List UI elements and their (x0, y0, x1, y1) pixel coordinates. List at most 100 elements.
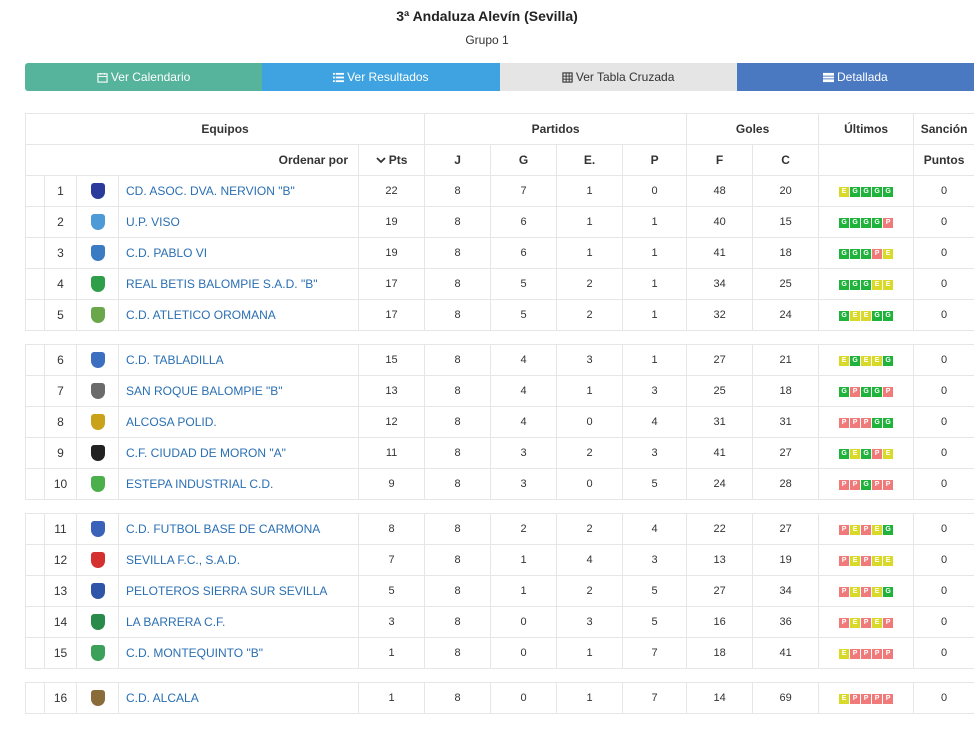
result-badge: P (883, 479, 894, 490)
lost: 5 (622, 468, 688, 500)
standings-body: 1 CD. ASOC. DVA. NERVION "B" 22 8 7 1 0 48 20 E G G… (25, 175, 974, 714)
team-name-link[interactable]: PELOTEROS SIERRA SUR SEVILLA (118, 575, 359, 607)
team-name-link[interactable]: C.D. FUTBOL BASE DE CARMONA (118, 513, 359, 545)
column-header-p[interactable]: P (622, 144, 688, 176)
result-badge: G (850, 217, 861, 228)
table-row: 5 C.D. ATLETICO OROMANA 17 8 5 2 1 32 24 G E E G G 0 (25, 299, 974, 331)
result-badge: E (850, 617, 861, 628)
lost: 0 (622, 175, 688, 207)
row-spacer (25, 237, 45, 269)
team-name-link[interactable]: C.D. MONTEQUINTO "B" (118, 637, 359, 669)
table-row: 13 PELOTEROS SIERRA SUR SEVILLA 5 8 1 2 5 27 34 P… (25, 575, 974, 607)
team-name-link[interactable]: LA BARRERA C.F. (118, 606, 359, 638)
tab-ver-calendario[interactable]: Ver Calendario (25, 63, 263, 91)
team-logo-cell (76, 406, 119, 438)
team-name-link[interactable]: REAL BETIS BALOMPIE S.A.D. "B" (118, 268, 359, 300)
sanction-points: 0 (913, 513, 974, 545)
team-name-link[interactable]: U.P. VISO (118, 206, 359, 238)
result-badge: E (839, 355, 850, 366)
result-badge: E (883, 448, 894, 459)
played: 8 (424, 268, 492, 300)
table-row: 15 C.D. MONTEQUINTO "B" 1 8 0 1 7 18 41 E P P P P 0 (25, 637, 974, 669)
team-name-link[interactable]: C.D. PABLO VI (118, 237, 359, 269)
row-spacer (25, 575, 45, 607)
goals-against: 27 (752, 513, 820, 545)
tab-ver-resultados[interactable]: Ver Resultados (262, 63, 500, 91)
team-logo-cell (76, 513, 119, 545)
lost: 4 (622, 513, 688, 545)
lost: 1 (622, 237, 688, 269)
team-name-link[interactable]: C.F. CIUDAD DE MORON "A" (118, 437, 359, 469)
won: 6 (490, 206, 558, 238)
result-badge: E (839, 693, 850, 704)
result-badge: G (883, 586, 894, 597)
row-spacer (25, 175, 45, 207)
result-badge: E (850, 310, 861, 321)
result-badge: E (872, 617, 883, 628)
drawn: 1 (556, 206, 624, 238)
column-header-g[interactable]: G (490, 144, 558, 176)
drawn: 2 (556, 513, 624, 545)
team-logo-cell (76, 299, 119, 331)
team-name-link[interactable]: ESTEPA INDUSTRIAL C.D. (118, 468, 359, 500)
points: 17 (357, 299, 426, 331)
won: 4 (490, 344, 558, 376)
result-badge: G (883, 355, 894, 366)
column-header-c[interactable]: C (752, 144, 820, 176)
won: 2 (490, 513, 558, 545)
result-badge: P (872, 479, 883, 490)
row-spacer (25, 544, 45, 576)
goals-for: 27 (686, 575, 754, 607)
chevron-down-icon (376, 157, 386, 164)
sanction-points: 0 (913, 268, 974, 300)
team-name-link[interactable]: C.D. ALCALA (118, 682, 359, 714)
team-name-link[interactable]: SEVILLA F.C., S.A.D. (118, 544, 359, 576)
result-badge: G (839, 217, 850, 228)
result-badge: P (839, 417, 850, 428)
points: 11 (357, 437, 426, 469)
team-name-link[interactable]: C.D. TABLADILLA (118, 344, 359, 376)
lost: 4 (622, 406, 688, 438)
team-crest-icon (90, 307, 105, 323)
points: 19 (357, 237, 426, 269)
goals-against: 34 (752, 575, 820, 607)
team-crest-icon (90, 614, 105, 630)
result-badge: P (872, 648, 883, 659)
lost: 7 (622, 637, 688, 669)
result-badge: P (872, 248, 883, 259)
goals-for: 22 (686, 513, 754, 545)
drawn: 1 (556, 375, 624, 407)
column-header-f[interactable]: F (686, 144, 754, 176)
drawn: 3 (556, 606, 624, 638)
goals-for: 32 (686, 299, 754, 331)
lost: 1 (622, 206, 688, 238)
table-row: 10 ESTEPA INDUSTRIAL C.D. 9 8 3 0 5 24 28 P P G P P 0 (25, 468, 974, 500)
goals-against: 31 (752, 406, 820, 438)
lost: 5 (622, 575, 688, 607)
goals-for: 41 (686, 437, 754, 469)
row-spacer (25, 406, 45, 438)
team-name-link[interactable]: SAN ROQUE BALOMPIE "B" (118, 375, 359, 407)
result-badge: P (861, 555, 872, 566)
tab-detallada[interactable]: Detallada (736, 63, 974, 91)
team-name-link[interactable]: C.D. ATLETICO OROMANA (118, 299, 359, 331)
team-name-link[interactable]: CD. ASOC. DVA. NERVION "B" (118, 175, 359, 207)
column-header-puntos[interactable]: Puntos (913, 144, 974, 176)
column-header-e[interactable]: E. (556, 144, 624, 176)
column-header-pts[interactable]: Pts (357, 144, 426, 176)
result-badge: G (861, 186, 872, 197)
goals-against: 25 (752, 268, 820, 300)
separator-cell (25, 330, 974, 345)
row-spacer (25, 637, 45, 669)
position: 14 (44, 606, 77, 638)
column-header-j[interactable]: J (424, 144, 492, 176)
group-header-goles: Goles (686, 113, 820, 145)
team-name-link[interactable]: ALCOSA POLID. (118, 406, 359, 438)
drawn: 4 (556, 544, 624, 576)
tab-ver-tabla-cruzada[interactable]: Ver Tabla Cruzada (499, 63, 737, 91)
